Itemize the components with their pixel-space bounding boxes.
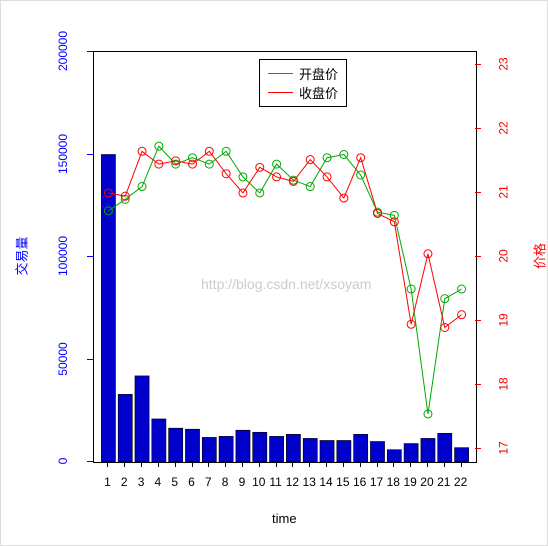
plot-area — [93, 51, 477, 463]
legend-item: 开盘价 — [268, 64, 338, 83]
bar — [387, 450, 401, 462]
legend-label: 开盘价 — [299, 64, 338, 83]
x-tick: 8 — [222, 475, 229, 489]
y-right-tick: 17 — [496, 442, 510, 455]
x-tick: 1 — [104, 475, 111, 489]
x-tick: 18 — [387, 475, 400, 489]
legend-box: 开盘价收盘价 — [259, 59, 347, 107]
y-left-tick: 150000 — [56, 133, 70, 173]
y-axis-left-label: 交易量 — [12, 236, 31, 275]
y-left-tick: 0 — [56, 458, 70, 465]
chart-container: http://blog.csdn.net/xsoyam 开盘价收盘价 交易量 价… — [0, 0, 548, 546]
bar — [236, 430, 250, 462]
y-left-tick: 50000 — [56, 342, 70, 375]
bar — [253, 432, 267, 462]
legend-swatch — [268, 73, 293, 74]
x-tick: 7 — [205, 475, 212, 489]
bar — [118, 394, 132, 462]
x-tick: 22 — [454, 475, 467, 489]
x-tick: 11 — [269, 475, 281, 489]
bar — [404, 444, 418, 462]
legend-label: 收盘价 — [299, 83, 338, 102]
y-right-tick: 22 — [496, 121, 510, 134]
y-right-tick: 18 — [496, 377, 510, 390]
y-right-tick: 20 — [496, 249, 510, 262]
x-tick: 12 — [286, 475, 299, 489]
bar — [270, 436, 284, 462]
x-tick: 13 — [303, 475, 316, 489]
y-axis-right-label: 价格 — [530, 243, 548, 269]
bar — [202, 437, 216, 462]
y-right-tick: 21 — [496, 185, 510, 198]
bar — [438, 433, 452, 462]
bar — [370, 442, 384, 463]
bar — [455, 448, 469, 462]
y-left-tick: 100000 — [56, 236, 70, 276]
x-tick: 20 — [420, 475, 433, 489]
x-tick: 2 — [121, 475, 128, 489]
series-line — [108, 151, 461, 327]
legend-item: 收盘价 — [268, 83, 338, 102]
bar — [152, 419, 166, 462]
x-tick: 9 — [239, 475, 246, 489]
y-right-tick: 19 — [496, 313, 510, 326]
x-tick: 17 — [370, 475, 383, 489]
bar — [337, 440, 351, 462]
x-tick: 5 — [171, 475, 178, 489]
x-tick: 4 — [155, 475, 162, 489]
y-right-tick: 23 — [496, 57, 510, 70]
x-tick: 3 — [138, 475, 145, 489]
bar — [101, 155, 115, 463]
bar — [185, 429, 199, 462]
bar — [354, 434, 368, 462]
x-tick: 16 — [353, 475, 366, 489]
watermark: http://blog.csdn.net/xsoyam — [201, 276, 371, 292]
x-tick: 15 — [336, 475, 349, 489]
legend-swatch — [268, 92, 293, 93]
x-tick: 21 — [437, 475, 450, 489]
y-left-tick: 200000 — [56, 31, 70, 71]
x-tick: 14 — [319, 475, 332, 489]
bar — [286, 434, 300, 462]
x-axis-label: time — [272, 511, 297, 526]
bar — [135, 376, 149, 462]
bar — [219, 436, 233, 462]
bar — [320, 440, 334, 462]
bar — [303, 438, 317, 462]
x-tick: 10 — [252, 475, 265, 489]
x-tick: 19 — [403, 475, 416, 489]
bar — [421, 438, 435, 462]
x-tick: 6 — [188, 475, 195, 489]
bar — [169, 428, 183, 462]
plot-svg — [94, 52, 476, 462]
